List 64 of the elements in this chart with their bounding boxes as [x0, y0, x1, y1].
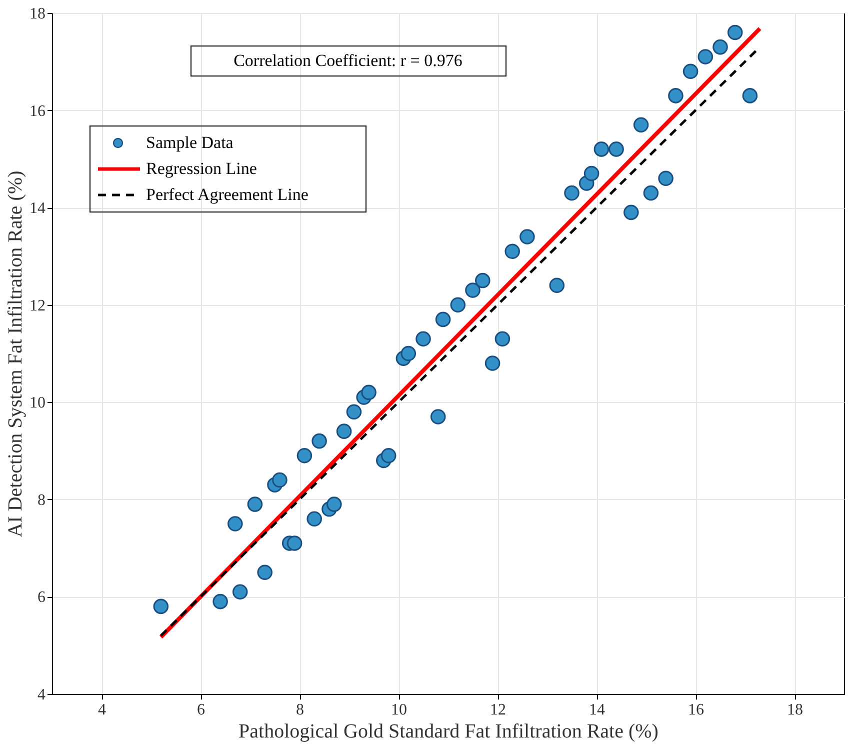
point — [153, 598, 169, 614]
annotation: Correlation Coefficient: r = 0.976 — [234, 51, 462, 70]
point — [698, 49, 714, 64]
point — [450, 297, 466, 312]
x-tick-label: 8 — [296, 702, 304, 718]
point — [564, 185, 580, 201]
point — [475, 272, 490, 288]
point — [257, 564, 272, 580]
point — [212, 594, 228, 610]
point — [346, 404, 362, 420]
y-tick-label: 18 — [30, 6, 46, 22]
x-tick-label: 16 — [688, 702, 704, 718]
point — [312, 433, 327, 449]
x-tick-label: 14 — [589, 702, 605, 718]
y-tick-label: 6 — [38, 589, 46, 606]
point — [361, 384, 376, 400]
y-tick-label: 8 — [38, 492, 46, 509]
point — [247, 496, 263, 512]
point — [484, 356, 500, 371]
point — [549, 278, 565, 294]
point — [272, 472, 288, 488]
point — [400, 346, 416, 362]
point — [306, 511, 322, 527]
legend-label: Sample Data — [146, 133, 234, 152]
y-tick-label: 12 — [30, 297, 46, 314]
point — [633, 117, 649, 133]
point — [286, 536, 302, 551]
point — [336, 424, 352, 439]
point — [584, 166, 600, 182]
legend-label: Perfect Agreement Line — [146, 185, 308, 204]
point — [228, 516, 243, 532]
point — [326, 496, 342, 512]
x-tick-label: 6 — [197, 702, 205, 718]
x-axis-title: Pathological Gold Standard Fat Infiltration Rate (%) — [238, 720, 658, 742]
point — [668, 88, 684, 104]
x-tick-label: 4 — [98, 702, 106, 718]
y-tick-label: 16 — [30, 102, 46, 120]
point — [232, 584, 248, 600]
point — [742, 88, 758, 104]
x-tick-label: 10 — [391, 702, 407, 718]
point — [682, 64, 698, 79]
x-tick-label: 18 — [787, 702, 803, 718]
legend-label: Regression Line — [146, 159, 257, 178]
point — [416, 331, 431, 347]
point — [727, 24, 743, 40]
point — [594, 142, 610, 157]
point — [494, 331, 510, 347]
point — [435, 312, 451, 328]
point — [624, 204, 639, 220]
point — [380, 448, 396, 464]
x-tick-label: 12 — [490, 702, 506, 718]
point — [430, 409, 446, 424]
y-tick-label: 4 — [38, 686, 46, 704]
point — [504, 244, 520, 259]
y-tick-label: 14 — [30, 200, 46, 218]
point — [296, 448, 312, 464]
point — [608, 142, 624, 157]
y-axis-title: AI Detection System Fat Infiltration Rate (%) — [4, 170, 26, 538]
point — [643, 185, 659, 201]
point — [658, 170, 674, 186]
point — [520, 229, 535, 244]
point — [465, 282, 480, 298]
point — [712, 39, 728, 55]
y-tick-label: 10 — [30, 394, 46, 412]
